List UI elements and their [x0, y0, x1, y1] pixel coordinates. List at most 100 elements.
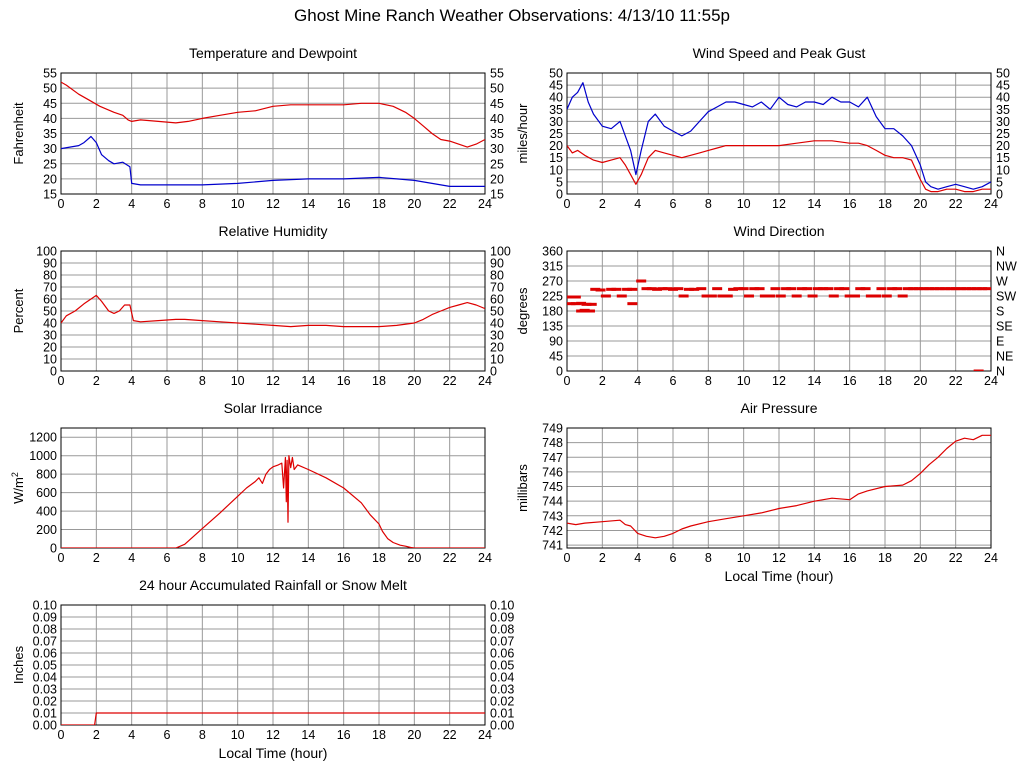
- y-right-tick-label: 50: [490, 82, 504, 96]
- x-tick-label: 2: [93, 551, 100, 565]
- x-tick-label: 20: [407, 197, 421, 211]
- data-point: [616, 294, 627, 298]
- x-tick-label: 14: [807, 551, 821, 565]
- data-point: [844, 294, 855, 298]
- y-tick-label: 90: [549, 335, 563, 349]
- series-line-0: [567, 434, 991, 539]
- x-tick-label: 16: [843, 551, 857, 565]
- y-right-tick-label: 0.08: [490, 623, 514, 637]
- y-tick-label: 25: [549, 127, 563, 141]
- data-point: [595, 288, 606, 292]
- data-point: [590, 287, 601, 291]
- plot-frame: [566, 250, 992, 372]
- y-right-tick-label: 0.05: [490, 659, 514, 673]
- y-right-tick-label: 60: [490, 293, 504, 307]
- y-right-tick-label: 0.06: [490, 647, 514, 661]
- y-tick-label: 45: [549, 350, 563, 364]
- y-axis-label: miles/hour: [515, 103, 530, 164]
- x-tick-label: 4: [128, 551, 135, 565]
- y-tick-label: 45: [549, 79, 563, 93]
- y-right-tick-label: E: [996, 335, 1004, 349]
- x-tick-label: 12: [266, 551, 280, 565]
- y-right-tick-label: 30: [996, 115, 1010, 129]
- x-tick-label: 20: [913, 197, 927, 211]
- data-point: [849, 294, 860, 298]
- y-axis-label: degrees: [515, 287, 530, 334]
- data-point: [678, 294, 689, 298]
- y-axis-label: W/m2: [10, 472, 26, 504]
- y-right-tick-label: 10: [996, 163, 1010, 177]
- data-point: [683, 287, 694, 291]
- y-tick-label: 0: [556, 365, 563, 379]
- data-point: [839, 287, 850, 291]
- x-tick-label: 6: [670, 551, 677, 565]
- x-tick-label: 16: [843, 374, 857, 388]
- y-right-tick-label: 15: [996, 151, 1010, 165]
- y-tick-label: 45: [43, 97, 57, 111]
- x-tick-label: 14: [301, 374, 315, 388]
- data-point: [812, 287, 823, 291]
- data-point: [887, 287, 898, 291]
- y-right-tick-label: NW: [996, 260, 1017, 274]
- y-tick-label: 0.01: [33, 707, 57, 721]
- x-tick-label: 14: [807, 374, 821, 388]
- y-right-tick-label: 90: [490, 257, 504, 271]
- y-tick-label: 30: [43, 142, 57, 156]
- x-tick-label: 12: [266, 197, 280, 211]
- y-right-tick-label: 0.02: [490, 695, 514, 709]
- x-tick-label: 2: [93, 728, 100, 742]
- data-point: [786, 287, 797, 291]
- y-right-tick-label: 20: [490, 341, 504, 355]
- y-right-tick-label: NE: [996, 350, 1013, 364]
- y-right-tick-label: 25: [996, 127, 1010, 141]
- data-point: [940, 287, 951, 291]
- x-tick-label: 2: [599, 197, 606, 211]
- data-point: [579, 308, 590, 312]
- x-tick-label: 24: [478, 551, 492, 565]
- x-tick-label: 10: [737, 551, 751, 565]
- data-point: [657, 287, 668, 291]
- x-tick-label: 22: [443, 197, 457, 211]
- data-point: [823, 287, 834, 291]
- plot-frame: [60, 427, 486, 549]
- y-tick-label: 744: [542, 495, 563, 509]
- y-tick-label: 270: [542, 275, 563, 289]
- data-point: [871, 294, 882, 298]
- y-right-tick-label: 0.00: [490, 719, 514, 733]
- y-right-tick-label: 25: [490, 157, 504, 171]
- x-tick-label: 18: [372, 197, 386, 211]
- y-tick-label: 20: [43, 341, 57, 355]
- x-tick-label: 12: [266, 374, 280, 388]
- data-point: [897, 294, 908, 298]
- data-point: [892, 287, 903, 291]
- series-line-0: [61, 712, 485, 725]
- x-tick-label: 0: [564, 197, 571, 211]
- y-tick-label: 745: [542, 480, 563, 494]
- series-line-0: [61, 455, 485, 548]
- x-tick-label: 0: [564, 551, 571, 565]
- y-right-tick-label: 40: [490, 317, 504, 331]
- y-tick-label: 30: [549, 115, 563, 129]
- x-tick-label: 12: [266, 728, 280, 742]
- y-tick-label: 746: [542, 465, 563, 479]
- data-point: [581, 302, 592, 306]
- y-right-tick-label: 0: [996, 188, 1003, 202]
- y-tick-label: 748: [542, 436, 563, 450]
- chart-title: Wind Direction: [733, 223, 824, 239]
- y-tick-label: 90: [43, 257, 57, 271]
- y-tick-label: 60: [43, 293, 57, 307]
- x-axis-label: Local Time (hour): [725, 568, 834, 584]
- x-tick-label: 16: [843, 197, 857, 211]
- chart-title: Temperature and Dewpoint: [189, 45, 357, 61]
- y-tick-label: 40: [43, 112, 57, 126]
- data-point: [570, 295, 581, 299]
- x-tick-label: 20: [407, 551, 421, 565]
- data-point: [791, 294, 802, 298]
- x-tick-label: 8: [705, 374, 712, 388]
- y-right-tick-label: 0: [490, 365, 497, 379]
- x-tick-label: 24: [478, 197, 492, 211]
- y-tick-label: 35: [43, 127, 57, 141]
